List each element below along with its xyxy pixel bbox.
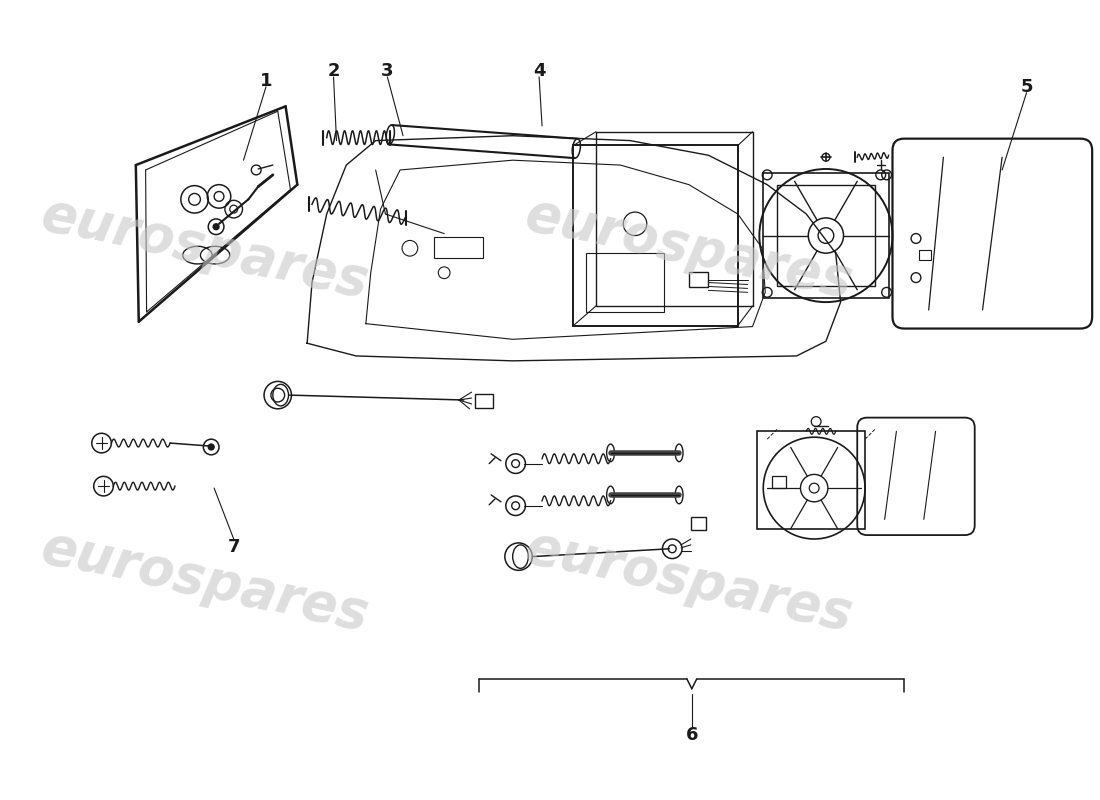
Text: 7: 7 bbox=[228, 538, 240, 556]
Text: 2: 2 bbox=[328, 62, 340, 80]
Bar bbox=[475, 394, 493, 408]
Bar bbox=[586, 253, 664, 312]
Bar bbox=[772, 476, 785, 488]
Text: 5: 5 bbox=[1021, 78, 1033, 96]
Bar bbox=[689, 272, 708, 287]
Circle shape bbox=[208, 444, 214, 450]
Bar bbox=[918, 250, 931, 260]
Text: eurospares: eurospares bbox=[520, 521, 857, 641]
Bar bbox=[434, 237, 483, 258]
Text: 3: 3 bbox=[381, 62, 394, 80]
Text: 1: 1 bbox=[260, 72, 273, 90]
Text: 4: 4 bbox=[532, 62, 546, 80]
Bar bbox=[758, 431, 865, 530]
Bar bbox=[763, 173, 889, 298]
Bar bbox=[691, 518, 706, 530]
Circle shape bbox=[213, 224, 219, 230]
Bar bbox=[777, 185, 874, 286]
Text: eurospares: eurospares bbox=[520, 188, 857, 308]
Text: 6: 6 bbox=[685, 726, 698, 744]
Text: eurospares: eurospares bbox=[36, 188, 373, 308]
Text: eurospares: eurospares bbox=[36, 521, 373, 641]
